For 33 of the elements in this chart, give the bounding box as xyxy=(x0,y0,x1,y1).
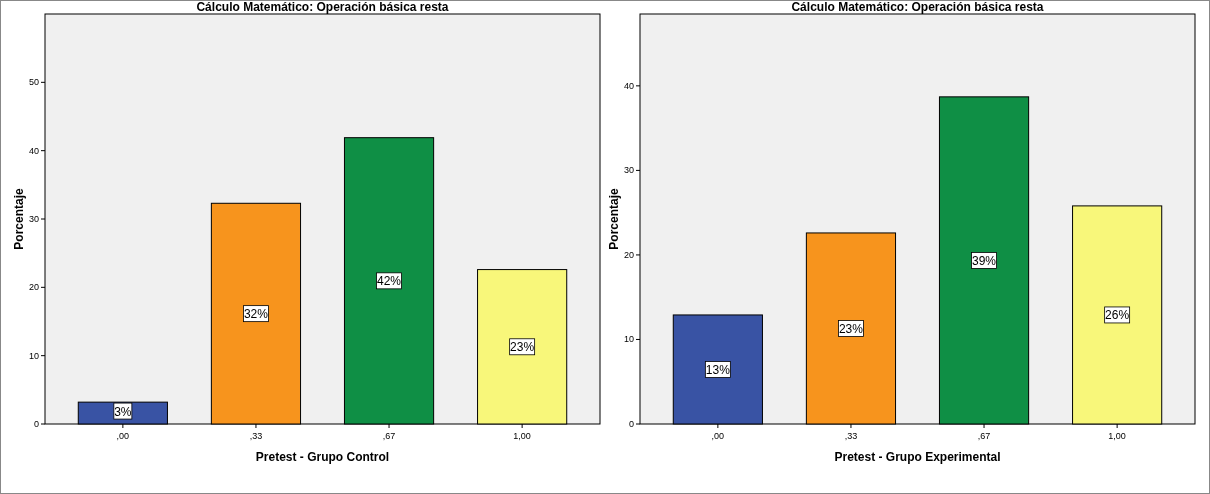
x-tick-label: ,67 xyxy=(977,431,991,441)
data-label: 13% xyxy=(705,362,731,377)
x-tick-label: 1,00 xyxy=(513,431,531,441)
y-axis-title: Porcentaje xyxy=(12,187,26,250)
y-tick-label: 20 xyxy=(28,282,39,293)
x-axis-title: Pretest - Grupo Experimental xyxy=(834,450,1001,464)
y-tick-label: 30 xyxy=(623,165,634,176)
data-label: 32% xyxy=(243,307,269,322)
data-label: 39% xyxy=(972,253,997,268)
y-tick-label: 40 xyxy=(623,80,634,91)
y-tick-label: 10 xyxy=(28,350,39,361)
x-tick-label: 1,00 xyxy=(1108,431,1126,441)
data-label: 23% xyxy=(838,321,864,336)
y-tick-label: 20 xyxy=(623,249,634,260)
y-tick-label: 0 xyxy=(33,419,39,429)
x-tick-label: ,00 xyxy=(116,431,130,441)
x-tick-label: ,67 xyxy=(382,431,396,441)
data-label: 3% xyxy=(114,404,132,419)
chart-title: Cálculo Matemático: Operación básica resta xyxy=(791,0,1044,14)
y-tick-label: 40 xyxy=(28,145,39,156)
y-tick-label: 0 xyxy=(628,419,634,429)
data-label: 26% xyxy=(1105,308,1130,323)
y-tick-label: 50 xyxy=(28,77,39,88)
chart-title: Cálculo Matemático: Operación básica resta xyxy=(196,0,449,14)
y-tick-label: 30 xyxy=(28,214,39,224)
x-tick-label: ,33 xyxy=(249,431,263,441)
y-tick-label: 10 xyxy=(623,334,634,345)
x-tick-label: ,33 xyxy=(844,431,858,441)
x-tick-label: ,00 xyxy=(711,431,725,441)
data-label: 42% xyxy=(377,274,402,289)
data-label: 23% xyxy=(510,340,535,355)
x-axis-title: Pretest - Grupo Control xyxy=(255,450,390,464)
y-axis-title: Porcentaje xyxy=(607,187,621,250)
